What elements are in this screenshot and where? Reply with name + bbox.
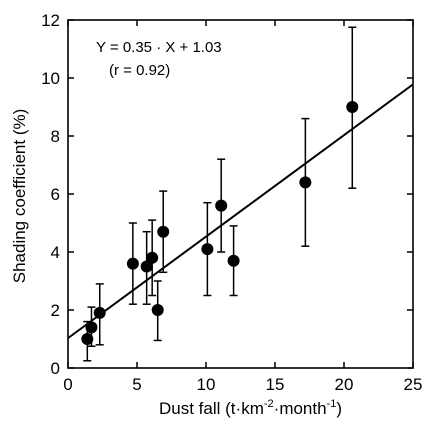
x-axis-title-km: km [241, 399, 264, 418]
x-tick-label: 15 [266, 375, 285, 394]
point-marker [201, 243, 214, 256]
point-marker [93, 306, 106, 319]
x-axis-title-main: Dust fall (t [159, 399, 236, 418]
y-tick-label: 0 [51, 359, 60, 378]
x-tick-label: 0 [63, 375, 72, 394]
x-axis-title-month: month [279, 399, 326, 418]
x-axis-title-month-exponent: -1 [327, 398, 337, 410]
point-marker [140, 260, 153, 273]
x-tick-label: 5 [132, 375, 141, 394]
regression-equation: Y = 0.35 · X + 1.03 [96, 39, 222, 56]
y-axis-title: Shading coefficient (%) [10, 109, 29, 284]
x-axis-title-close: ) [336, 399, 342, 418]
data-point [146, 219, 159, 297]
data-point [85, 306, 98, 347]
correlation-coefficient: (r = 0.92) [109, 62, 170, 79]
data-point [93, 283, 106, 346]
y-tick-label: 10 [41, 69, 60, 88]
annotation: Y = 0.35 · X + 1.03 (r = 0.92) [96, 39, 222, 79]
point-marker [81, 333, 94, 345]
data-point [201, 201, 214, 297]
point-marker [157, 225, 170, 238]
y-tick-label: 12 [41, 11, 60, 30]
data-point [299, 117, 312, 247]
x-axis-title-dot-2: · [274, 399, 280, 418]
y-tick-label: 2 [51, 301, 60, 320]
x-tick-label: 25 [404, 375, 423, 394]
point-marker [85, 321, 98, 334]
data-point [227, 225, 240, 297]
data-point [151, 280, 164, 342]
data-points [81, 26, 359, 362]
y-axis-ticks: 0 2 4 6 8 10 12 [41, 11, 413, 378]
data-point [157, 190, 170, 274]
point-marker [126, 257, 139, 270]
point-marker [215, 199, 228, 212]
y-tick-label: 4 [51, 243, 60, 262]
data-point [140, 230, 153, 305]
x-axis-title: Dust fall (t·km-2·month-1) [159, 398, 342, 418]
data-point [215, 158, 228, 253]
point-marker [151, 304, 164, 316]
x-axis-ticks: 0 5 10 15 20 25 [63, 20, 422, 394]
y-tick-label: 6 [51, 185, 60, 204]
point-marker [146, 251, 159, 264]
point-marker [346, 101, 359, 113]
x-tick-label: 10 [197, 375, 216, 394]
point-marker [299, 176, 312, 189]
data-point [346, 26, 359, 189]
regression-line [67, 83, 414, 339]
data-point [126, 222, 139, 305]
x-axis-title-dot: · [236, 399, 242, 418]
x-tick-label: 20 [335, 375, 354, 394]
point-marker [227, 254, 240, 267]
y-tick-label: 8 [51, 127, 60, 146]
x-axis-title-km-exponent: -2 [264, 398, 274, 410]
